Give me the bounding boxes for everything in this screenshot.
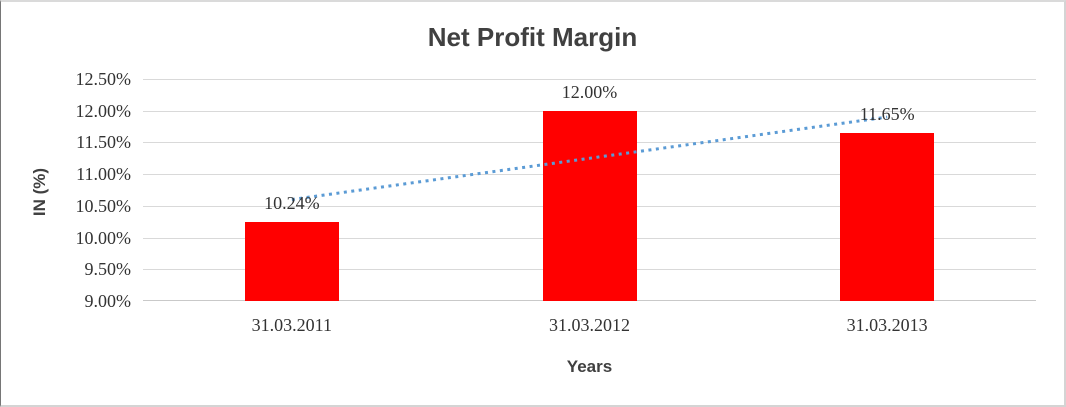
y-tick-label: 12.50% <box>75 69 132 89</box>
y-tick-label: 10.00% <box>75 227 132 248</box>
y-tick-label: 9.00% <box>84 291 132 311</box>
bar-data-label: 11.65% <box>859 103 915 124</box>
bar-data-label: 12.00% <box>561 81 618 102</box>
trendline <box>291 115 888 202</box>
bar <box>840 132 935 301</box>
x-axis-title: Years <box>566 357 613 376</box>
y-tick-label: 11.50% <box>76 132 131 153</box>
bar <box>244 222 339 301</box>
x-category-label: 31.03.2013 <box>846 315 928 335</box>
y-tick-label: 12.00% <box>75 100 132 121</box>
y-tick-label: 11.00% <box>76 164 131 185</box>
plot-area: 10.24% 12.00% 11.65% <box>143 79 1036 301</box>
bar-data-label: 10.24% <box>264 193 320 214</box>
chart-title: Net Profit Margin <box>427 22 638 52</box>
x-category-label: 31.03.2012 <box>549 315 630 335</box>
gridline <box>143 79 1036 80</box>
y-tick-label: 9.50% <box>84 259 132 280</box>
y-tick-label: 10.50% <box>75 195 132 216</box>
x-category-label: 31.03.2011 <box>251 315 332 335</box>
bar <box>542 110 637 301</box>
